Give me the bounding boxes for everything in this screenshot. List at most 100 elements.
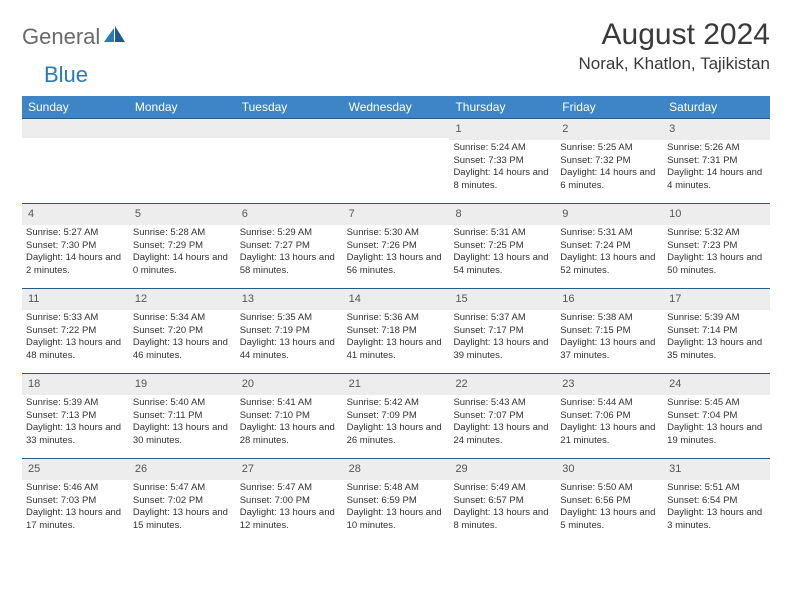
daylight-text: Daylight: 13 hours and 37 minutes.: [560, 337, 659, 363]
day-body: Sunrise: 5:40 AMSunset: 7:11 PMDaylight:…: [129, 395, 236, 452]
daylight-text: Daylight: 13 hours and 28 minutes.: [240, 422, 339, 448]
sunrise-text: Sunrise: 5:28 AM: [133, 227, 232, 240]
sunset-text: Sunset: 7:17 PM: [453, 325, 552, 338]
day-body: Sunrise: 5:45 AMSunset: 7:04 PMDaylight:…: [663, 395, 770, 452]
day-body: Sunrise: 5:39 AMSunset: 7:14 PMDaylight:…: [663, 310, 770, 367]
daylight-text: Daylight: 14 hours and 4 minutes.: [667, 167, 766, 193]
day-number-empty: [22, 119, 129, 138]
week-row: 1Sunrise: 5:24 AMSunset: 7:33 PMDaylight…: [22, 118, 770, 203]
day-cell: 30Sunrise: 5:50 AMSunset: 6:56 PMDayligh…: [556, 459, 663, 543]
weekday-thu: Thursday: [449, 96, 556, 118]
sunrise-text: Sunrise: 5:38 AM: [560, 312, 659, 325]
sunset-text: Sunset: 7:33 PM: [453, 155, 552, 168]
sunrise-text: Sunrise: 5:51 AM: [667, 482, 766, 495]
day-cell: 21Sunrise: 5:42 AMSunset: 7:09 PMDayligh…: [343, 374, 450, 458]
day-cell: [129, 119, 236, 203]
day-number: 16: [556, 289, 663, 310]
sunrise-text: Sunrise: 5:41 AM: [240, 397, 339, 410]
logo: General: [22, 18, 128, 50]
day-body: Sunrise: 5:37 AMSunset: 7:17 PMDaylight:…: [449, 310, 556, 367]
day-number: 24: [663, 374, 770, 395]
day-cell: 27Sunrise: 5:47 AMSunset: 7:00 PMDayligh…: [236, 459, 343, 543]
day-number: 5: [129, 204, 236, 225]
sunset-text: Sunset: 7:25 PM: [453, 240, 552, 253]
sunrise-text: Sunrise: 5:27 AM: [26, 227, 125, 240]
daylight-text: Daylight: 14 hours and 0 minutes.: [133, 252, 232, 278]
weekday-header-row: Sunday Monday Tuesday Wednesday Thursday…: [22, 96, 770, 118]
day-number: 13: [236, 289, 343, 310]
sunset-text: Sunset: 7:15 PM: [560, 325, 659, 338]
sunset-text: Sunset: 7:32 PM: [560, 155, 659, 168]
sunrise-text: Sunrise: 5:50 AM: [560, 482, 659, 495]
day-number: 2: [556, 119, 663, 140]
day-number: 1: [449, 119, 556, 140]
day-body: Sunrise: 5:35 AMSunset: 7:19 PMDaylight:…: [236, 310, 343, 367]
sunset-text: Sunset: 6:56 PM: [560, 495, 659, 508]
day-cell: 13Sunrise: 5:35 AMSunset: 7:19 PMDayligh…: [236, 289, 343, 373]
day-body: Sunrise: 5:33 AMSunset: 7:22 PMDaylight:…: [22, 310, 129, 367]
day-number: 12: [129, 289, 236, 310]
daylight-text: Daylight: 14 hours and 2 minutes.: [26, 252, 125, 278]
day-cell: [236, 119, 343, 203]
weeks-container: 1Sunrise: 5:24 AMSunset: 7:33 PMDaylight…: [22, 118, 770, 543]
day-cell: 16Sunrise: 5:38 AMSunset: 7:15 PMDayligh…: [556, 289, 663, 373]
day-cell: 25Sunrise: 5:46 AMSunset: 7:03 PMDayligh…: [22, 459, 129, 543]
day-number: 15: [449, 289, 556, 310]
weekday-wed: Wednesday: [343, 96, 450, 118]
daylight-text: Daylight: 13 hours and 3 minutes.: [667, 507, 766, 533]
sunrise-text: Sunrise: 5:45 AM: [667, 397, 766, 410]
day-number: 18: [22, 374, 129, 395]
sunset-text: Sunset: 6:54 PM: [667, 495, 766, 508]
day-cell: 31 Sunrise: 5:51 AMSunset: 6:54 PMDayligh…: [663, 459, 770, 543]
day-body: Sunrise: 5:44 AMSunset: 7:06 PMDaylight:…: [556, 395, 663, 452]
daylight-text: Daylight: 13 hours and 19 minutes.: [667, 422, 766, 448]
weekday-mon: Monday: [129, 96, 236, 118]
daylight-text: Daylight: 13 hours and 41 minutes.: [347, 337, 446, 363]
day-body: Sunrise: 5:38 AMSunset: 7:15 PMDaylight:…: [556, 310, 663, 367]
day-body: Sunrise: 5:31 AMSunset: 7:25 PMDaylight:…: [449, 225, 556, 282]
daylight-text: Daylight: 14 hours and 8 minutes.: [453, 167, 552, 193]
weekday-sat: Saturday: [663, 96, 770, 118]
day-number: 8: [449, 204, 556, 225]
sunrise-text: Sunrise: 5:32 AM: [667, 227, 766, 240]
sunset-text: Sunset: 7:09 PM: [347, 410, 446, 423]
weekday-tue: Tuesday: [236, 96, 343, 118]
sunrise-text: Sunrise: 5:47 AM: [133, 482, 232, 495]
sunset-text: Sunset: 7:29 PM: [133, 240, 232, 253]
day-cell: 5 Sunrise: 5:28 AMSunset: 7:29 PMDaylight…: [129, 204, 236, 288]
day-body: Sunrise: 5:25 AMSunset: 7:32 PMDaylight:…: [556, 140, 663, 197]
day-cell: 10Sunrise: 5:32 AMSunset: 7:23 PMDayligh…: [663, 204, 770, 288]
daylight-text: Daylight: 13 hours and 26 minutes.: [347, 422, 446, 448]
day-body: Sunrise: 5:43 AMSunset: 7:07 PMDaylight:…: [449, 395, 556, 452]
week-row: 18Sunrise: 5:39 AMSunset: 7:13 PMDayligh…: [22, 373, 770, 458]
sunset-text: Sunset: 7:03 PM: [26, 495, 125, 508]
day-cell: 15Sunrise: 5:37 AMSunset: 7:17 PMDayligh…: [449, 289, 556, 373]
daylight-text: Daylight: 13 hours and 24 minutes.: [453, 422, 552, 448]
day-number-empty: [129, 119, 236, 138]
day-body: Sunrise: 5:34 AMSunset: 7:20 PMDaylight:…: [129, 310, 236, 367]
day-number: 19: [129, 374, 236, 395]
daylight-text: Daylight: 14 hours and 6 minutes.: [560, 167, 659, 193]
sunset-text: Sunset: 7:30 PM: [26, 240, 125, 253]
day-number: 31: [663, 459, 770, 480]
day-number: 7: [343, 204, 450, 225]
week-row: 11Sunrise: 5:33 AMSunset: 7:22 PMDayligh…: [22, 288, 770, 373]
sunrise-text: Sunrise: 5:31 AM: [453, 227, 552, 240]
sunrise-text: Sunrise: 5:42 AM: [347, 397, 446, 410]
day-cell: 17Sunrise: 5:39 AMSunset: 7:14 PMDayligh…: [663, 289, 770, 373]
sunrise-text: Sunrise: 5:35 AM: [240, 312, 339, 325]
day-number: 11: [22, 289, 129, 310]
week-row: 4Sunrise: 5:27 AMSunset: 7:30 PMDaylight…: [22, 203, 770, 288]
daylight-text: Daylight: 13 hours and 35 minutes.: [667, 337, 766, 363]
sunrise-text: Sunrise: 5:44 AM: [560, 397, 659, 410]
sunset-text: Sunset: 7:18 PM: [347, 325, 446, 338]
daylight-text: Daylight: 13 hours and 50 minutes.: [667, 252, 766, 278]
day-cell: 26Sunrise: 5:47 AMSunset: 7:02 PMDayligh…: [129, 459, 236, 543]
sunrise-text: Sunrise: 5:43 AM: [453, 397, 552, 410]
daylight-text: Daylight: 13 hours and 21 minutes.: [560, 422, 659, 448]
daylight-text: Daylight: 13 hours and 33 minutes.: [26, 422, 125, 448]
day-cell: 18Sunrise: 5:39 AMSunset: 7:13 PMDayligh…: [22, 374, 129, 458]
day-body: Sunrise: 5:46 AMSunset: 7:03 PMDaylight:…: [22, 480, 129, 537]
day-cell: [343, 119, 450, 203]
sunset-text: Sunset: 7:23 PM: [667, 240, 766, 253]
